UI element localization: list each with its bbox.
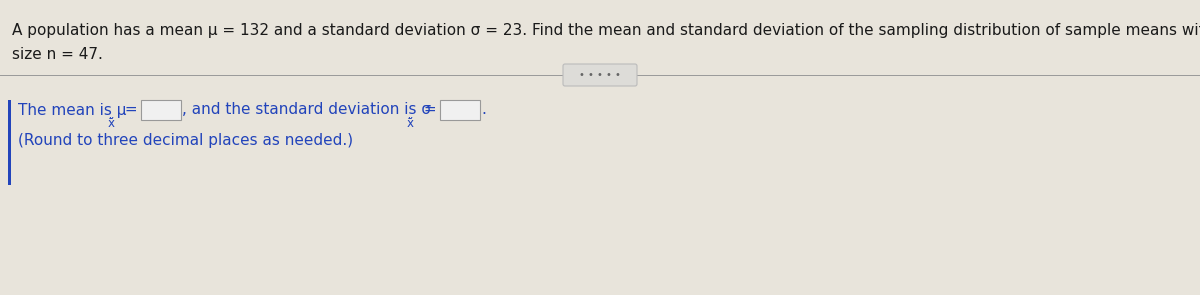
Text: • • • • •: • • • • •	[580, 70, 620, 80]
Text: size n = 47.: size n = 47.	[12, 47, 103, 62]
Text: ẍ̄: ẍ̄	[108, 117, 115, 130]
FancyBboxPatch shape	[563, 64, 637, 86]
FancyBboxPatch shape	[440, 100, 480, 120]
FancyBboxPatch shape	[142, 100, 181, 120]
Text: .: .	[481, 102, 486, 117]
Text: =: =	[120, 102, 138, 117]
Bar	[8, 100, 11, 185]
Text: (Round to three decimal places as needed.): (Round to three decimal places as needed…	[18, 132, 353, 148]
Text: =: =	[419, 102, 437, 117]
Text: , and the standard deviation is σ: , and the standard deviation is σ	[182, 102, 431, 117]
Text: A population has a mean μ = 132 and a standard deviation σ = 23. Find the mean a: A population has a mean μ = 132 and a st…	[12, 23, 1200, 38]
Text: ẍ̄: ẍ̄	[407, 117, 414, 130]
Text: The mean is μ: The mean is μ	[18, 102, 126, 117]
